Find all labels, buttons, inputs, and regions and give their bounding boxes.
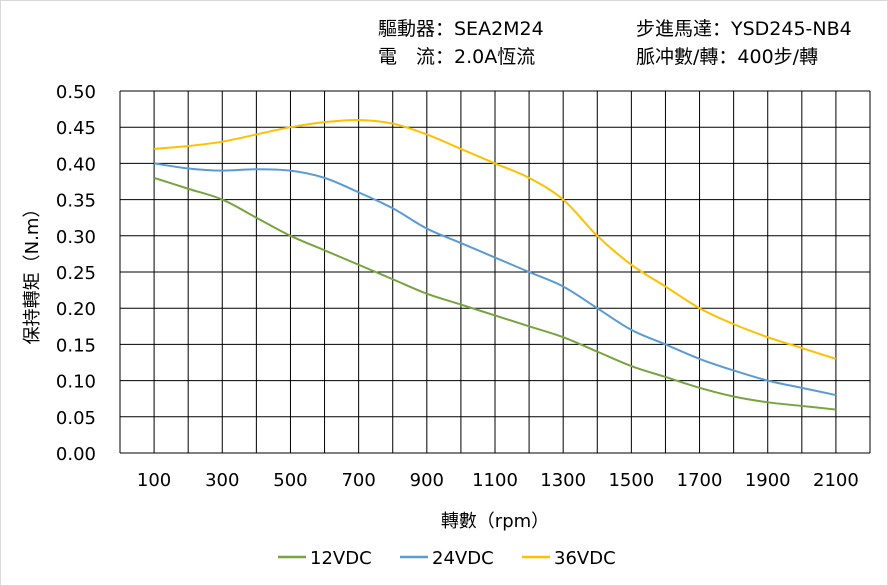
series-line-36VDC [154, 118, 837, 360]
y-tick-label: 0.40 [56, 154, 96, 175]
x-tick-label: 1300 [540, 470, 586, 491]
series-line-12VDC [153, 176, 837, 411]
y-tick-label: 0.25 [56, 263, 96, 284]
y-tick-label: 0.50 [56, 82, 96, 103]
y-axis-label: 保持轉矩（N.m） [22, 200, 43, 345]
y-tick-label: 0.45 [56, 118, 96, 139]
y-tick-label: 0.35 [56, 191, 96, 212]
y-tick-label: 0.20 [56, 299, 96, 320]
x-axis-label: 轉數（rpm） [441, 511, 549, 532]
y-tick-label: 0.30 [56, 227, 96, 248]
series-line-24VDC [153, 162, 837, 397]
motor-label: 步進馬達：YSD245-NB4 [636, 18, 852, 40]
y-tick-label: 0.00 [56, 444, 96, 465]
x-tick-label: 500 [273, 470, 307, 491]
driver-label: 驅動器：SEA2M24 [378, 18, 544, 40]
x-tick-label: 1900 [745, 470, 791, 491]
y-tick-label: 0.15 [56, 335, 96, 356]
y-tick-label: 0.05 [56, 408, 96, 429]
x-tick-label: 700 [341, 470, 375, 491]
x-tick-label: 300 [205, 470, 239, 491]
x-tick-label: 1500 [608, 470, 654, 491]
y-tick-label: 0.10 [56, 372, 96, 393]
x-tick-label: 100 [137, 470, 171, 491]
x-tick-label: 2100 [813, 470, 859, 491]
current-label: 電 流：2.0A恆流 [378, 46, 536, 68]
x-tick-label: 1700 [677, 470, 723, 491]
x-tick-label: 900 [410, 470, 444, 491]
legend-label: 36VDC [554, 548, 616, 569]
pulses-label: 脈冲數/轉：400步/轉 [636, 46, 819, 68]
legend-label: 12VDC [310, 548, 372, 569]
x-tick-label: 1100 [472, 470, 518, 491]
legend-label: 24VDC [432, 548, 494, 569]
